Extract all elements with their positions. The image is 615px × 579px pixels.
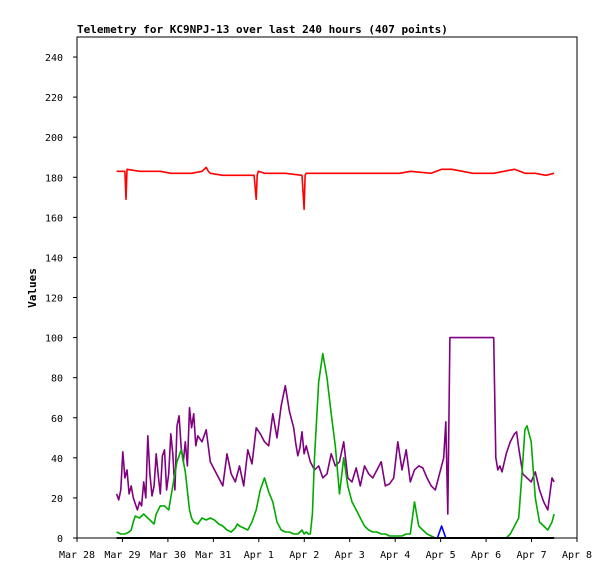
x-tick-label: Apr 4 xyxy=(380,550,410,561)
x-tick-label: Apr 2 xyxy=(289,550,319,561)
x-tick-label: Mar 28 xyxy=(59,550,95,561)
x-tick-label: Apr 6 xyxy=(471,550,501,561)
y-tick-label: 120 xyxy=(45,294,63,305)
y-tick-label: 240 xyxy=(45,53,63,64)
x-tick-label: Apr 5 xyxy=(426,550,456,561)
y-tick-label: 40 xyxy=(51,454,63,465)
y-tick-label: 160 xyxy=(45,213,63,224)
y-axis-label: Values xyxy=(26,268,39,308)
x-tick-label: Apr 7 xyxy=(516,550,546,561)
x-tick-label: Mar 30 xyxy=(150,550,186,561)
series-line-4 xyxy=(436,525,447,539)
series-line-2 xyxy=(115,336,555,515)
y-tick-label: 200 xyxy=(45,133,63,144)
y-tick-label: 60 xyxy=(51,414,63,425)
y-tick-label: 80 xyxy=(51,374,63,385)
x-axis: Mar 28 Mar 29 Mar 30 Mar 31 Apr 1 Apr 2 Apr 3 A… xyxy=(59,538,592,561)
y-tick-label: 0 xyxy=(57,534,63,545)
y-tick-label: 140 xyxy=(45,253,63,264)
series-layer xyxy=(115,166,555,539)
x-tick-label: Mar 31 xyxy=(195,550,231,561)
x-tick-label: Apr 1 xyxy=(244,550,274,561)
y-axis: 0 20 40 60 80 100 120 140 160 180 200 220 240 xyxy=(45,53,77,545)
series-line-1 xyxy=(116,166,555,211)
plot-frame xyxy=(76,36,578,539)
y-tick-label: 20 xyxy=(51,494,63,505)
x-tick-label: Apr 8 xyxy=(562,550,592,561)
x-tick-label: Mar 29 xyxy=(104,550,140,561)
y-tick-label: 220 xyxy=(45,93,63,104)
chart-title: Telemetry for KC9NPJ-13 over last 240 ho… xyxy=(77,23,448,36)
y-tick-label: 180 xyxy=(45,173,63,184)
y-tick-label: 100 xyxy=(45,334,63,345)
x-tick-label: Apr 3 xyxy=(335,550,365,561)
